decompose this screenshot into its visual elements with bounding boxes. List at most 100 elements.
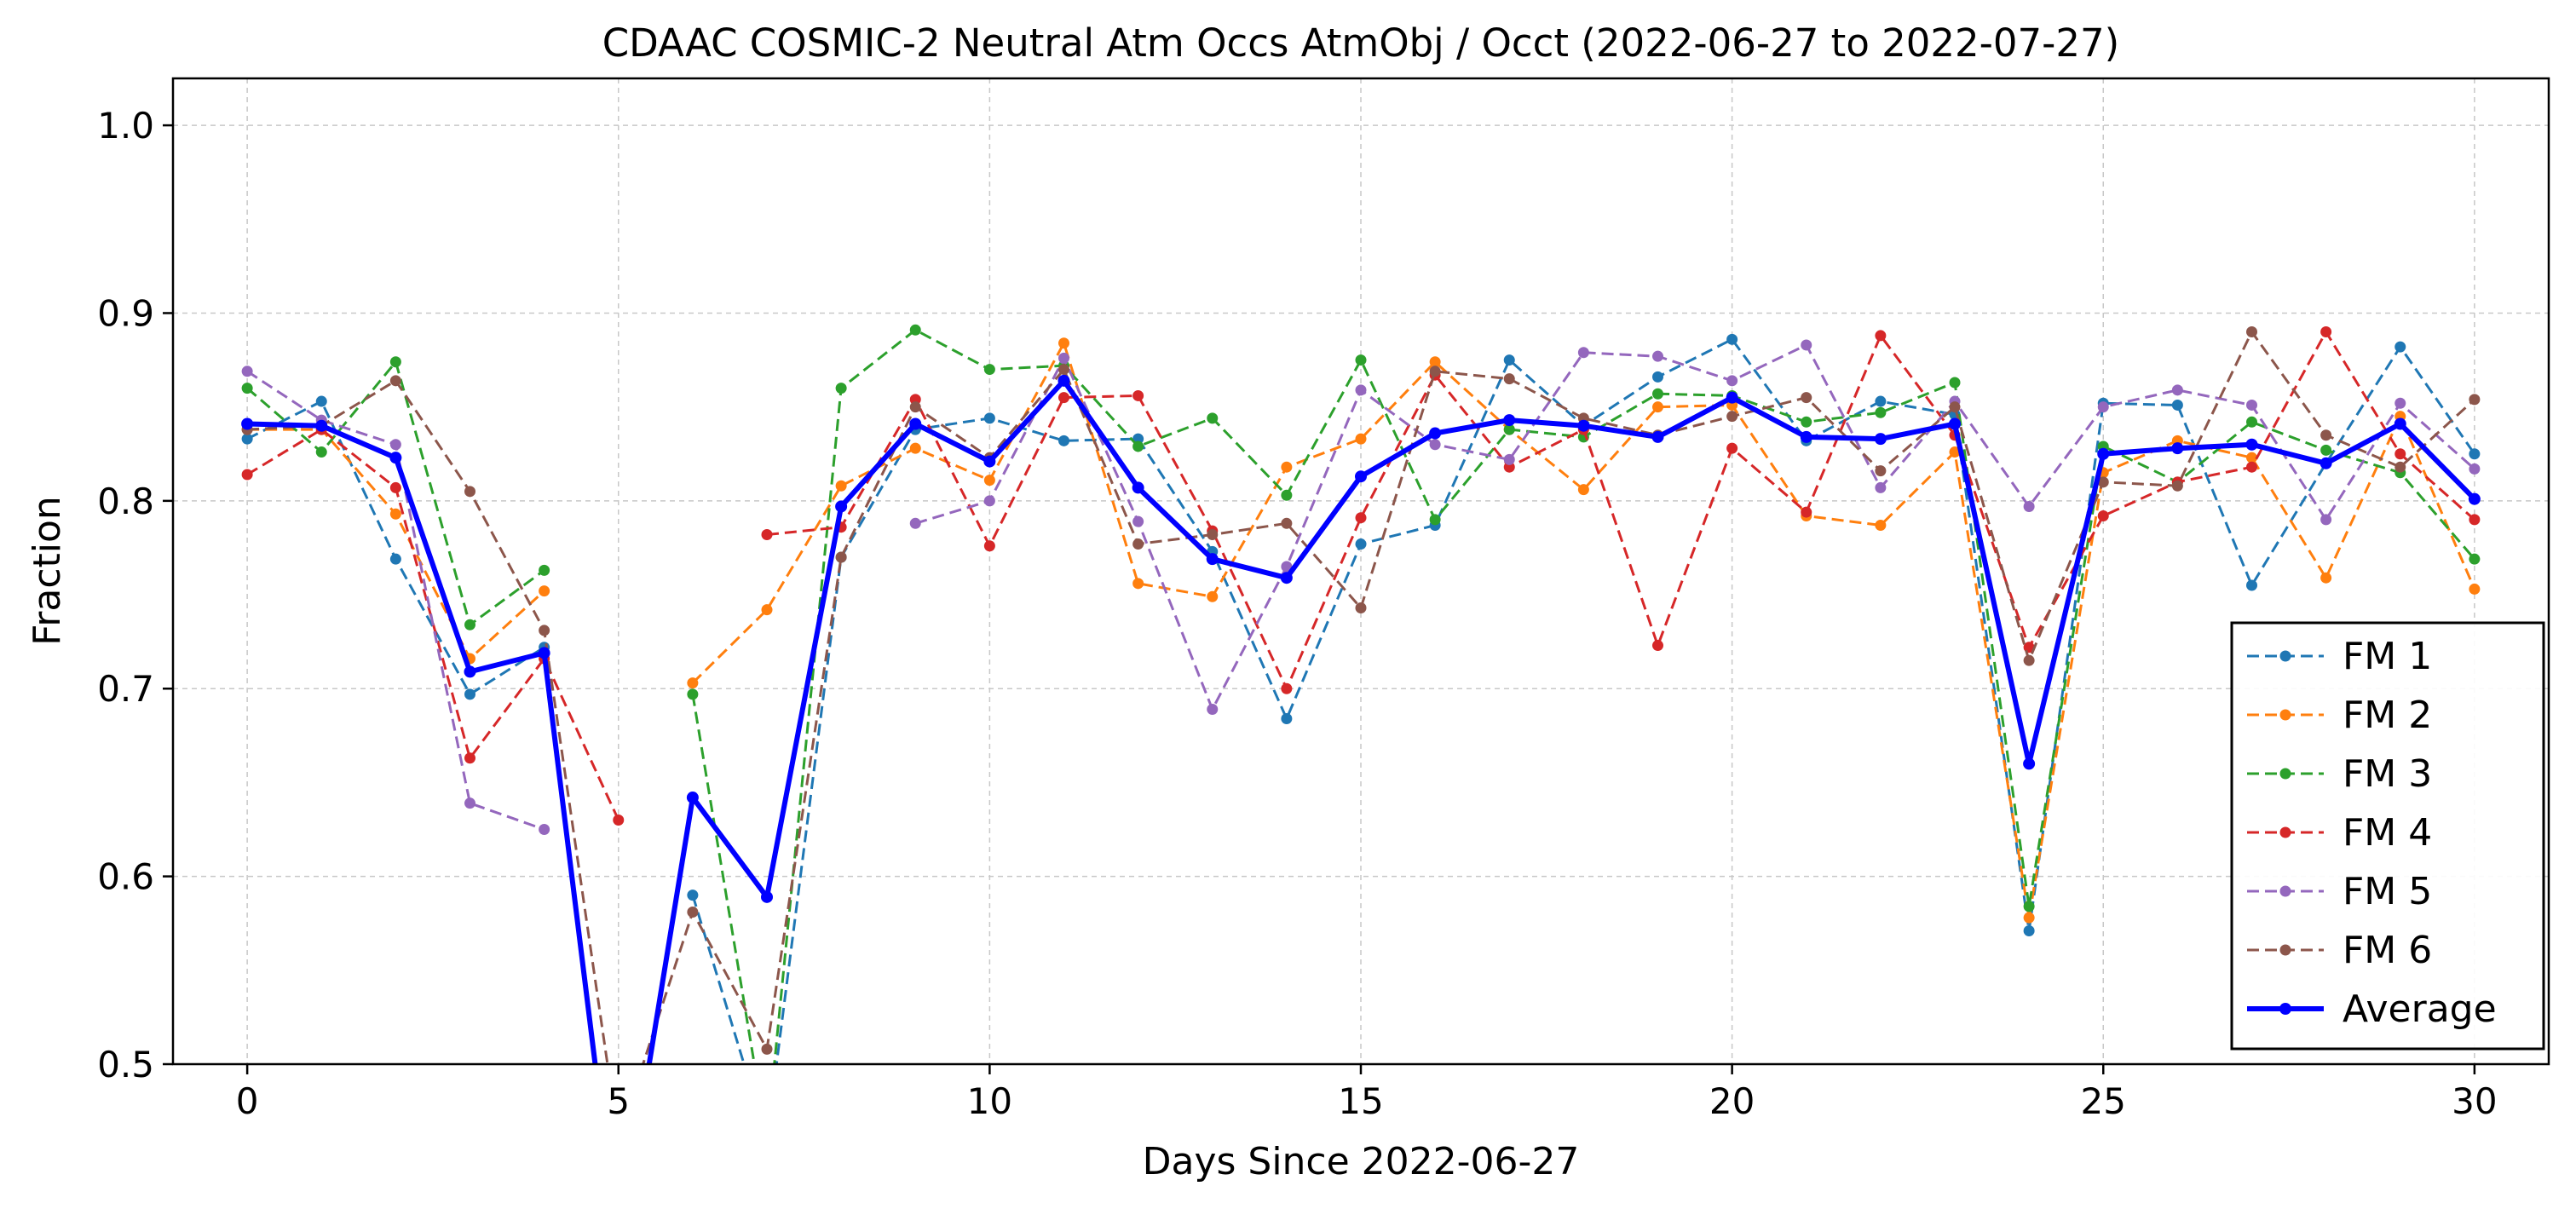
data-point	[1058, 352, 1069, 364]
data-point	[1281, 712, 1293, 724]
legend-swatch-marker	[2279, 944, 2291, 956]
data-point	[2320, 457, 2332, 469]
data-point	[2246, 452, 2257, 463]
data-point	[2320, 326, 2332, 338]
data-point	[983, 475, 995, 486]
data-point	[1355, 433, 1367, 445]
data-point	[687, 889, 699, 901]
data-point	[1058, 392, 1069, 404]
y-tick-label: 0.8	[97, 481, 154, 522]
data-point	[983, 364, 995, 376]
data-point	[1801, 392, 1812, 404]
legend-label: FM 6	[2343, 929, 2432, 972]
data-point	[389, 356, 401, 368]
data-point	[1355, 470, 1367, 483]
data-point	[1057, 374, 1070, 387]
data-point	[2469, 583, 2481, 595]
data-point	[1355, 512, 1367, 524]
data-point	[909, 517, 921, 529]
data-point	[2394, 417, 2406, 430]
data-point	[687, 688, 699, 700]
data-point	[2469, 394, 2481, 406]
data-point	[2171, 442, 2184, 455]
data-point	[1280, 572, 1293, 584]
data-point	[1429, 356, 1441, 368]
data-point	[2394, 461, 2406, 473]
y-tick-label: 0.6	[97, 856, 154, 898]
series-fm-6	[241, 326, 2481, 1064]
data-point	[241, 383, 253, 394]
legend-item: FM 2	[2247, 694, 2432, 737]
legend-label: Average	[2343, 987, 2497, 1031]
data-point	[835, 551, 847, 563]
data-point	[835, 383, 847, 394]
x-tick-label: 10	[967, 1080, 1012, 1122]
data-point	[2023, 757, 2036, 770]
data-point	[1726, 333, 1738, 345]
data-point	[1949, 417, 1961, 430]
x-tick-label: 0	[236, 1080, 259, 1122]
data-point	[835, 500, 848, 513]
x-tick-label: 25	[2081, 1080, 2126, 1122]
data-point	[1875, 406, 1887, 418]
chart-title: CDAAC COSMIC-2 Neutral Atm Occs AtmObj /…	[602, 20, 2119, 66]
data-point	[983, 455, 996, 468]
data-point	[1058, 337, 1069, 349]
data-point	[1355, 354, 1367, 366]
data-point	[1355, 384, 1367, 396]
data-point	[2394, 397, 2406, 409]
data-point	[2023, 925, 2035, 937]
data-point	[1875, 395, 1887, 407]
y-tick-label: 0.7	[97, 668, 154, 710]
data-point	[2171, 384, 2183, 396]
legend-label: FM 3	[2343, 752, 2432, 796]
data-point	[2320, 444, 2332, 456]
data-point	[2320, 429, 2332, 441]
series-average	[241, 374, 2481, 1064]
data-point	[2469, 463, 2481, 475]
data-point	[2023, 901, 2035, 913]
data-point	[389, 452, 402, 464]
legend-item: FM 6	[2247, 929, 2432, 972]
data-point	[1207, 412, 1219, 424]
data-point	[241, 366, 253, 377]
data-point	[389, 375, 401, 387]
data-point	[464, 797, 475, 809]
axis-ticks: 0 5 10 15 20 25 30 0.5 0.6 0.7 0.8 0.9 1.0	[97, 105, 2497, 1122]
series-fm-5	[241, 339, 2481, 836]
data-point	[1132, 515, 1144, 527]
data-point	[1652, 640, 1663, 652]
y-tick-label: 0.9	[97, 292, 154, 334]
legend-item: FM 5	[2247, 870, 2432, 913]
data-point	[2023, 642, 2035, 653]
data-point	[315, 446, 327, 458]
data-point	[2246, 461, 2257, 473]
legend-label: FM 5	[2343, 870, 2432, 913]
data-point	[2097, 476, 2109, 488]
data-point	[613, 815, 625, 826]
data-point	[1949, 401, 1961, 413]
data-point	[464, 752, 475, 764]
data-point	[2320, 514, 2332, 526]
data-point	[1429, 366, 1441, 377]
data-point	[2023, 654, 2035, 666]
data-point	[1652, 350, 1663, 362]
data-point	[1058, 435, 1069, 446]
data-point	[1800, 430, 1812, 443]
data-point	[1503, 414, 1516, 427]
data-point	[1355, 602, 1367, 613]
data-point	[1207, 590, 1219, 602]
data-point	[2469, 514, 2481, 526]
legend: FM 1 FM 2 FM 3 FM 4 FM 5 FM 6 Average	[2230, 621, 2545, 1051]
legend-label: FM 1	[2343, 635, 2432, 678]
series-line	[246, 331, 2475, 821]
data-point	[1281, 517, 1293, 529]
data-point	[761, 529, 773, 541]
data-point	[1206, 553, 1219, 566]
data-point	[1503, 354, 1515, 366]
data-point	[983, 495, 995, 507]
data-point	[1874, 433, 1887, 446]
data-point	[315, 395, 327, 407]
data-point	[1652, 401, 1663, 413]
data-point	[1949, 446, 1961, 458]
